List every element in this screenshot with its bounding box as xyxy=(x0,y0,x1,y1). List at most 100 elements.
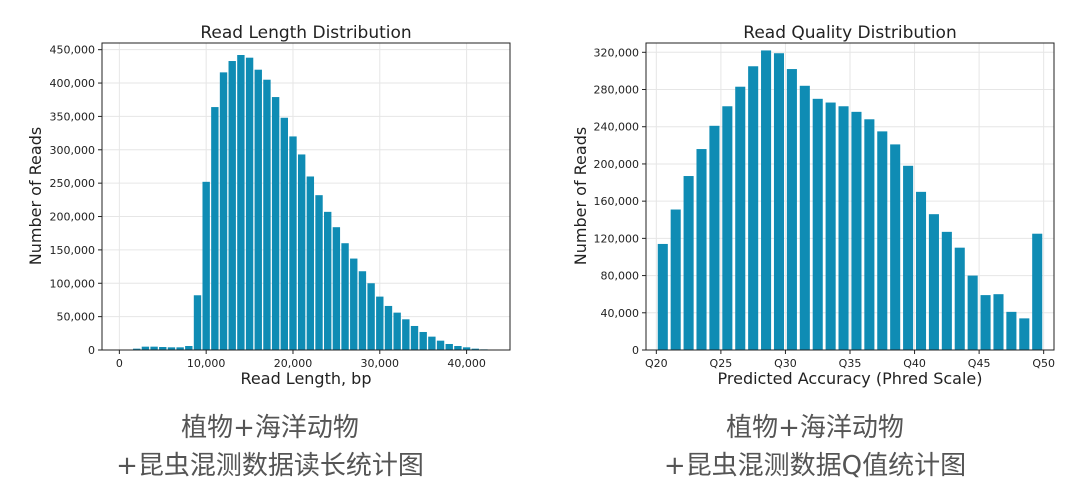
read-length-bar xyxy=(280,117,288,350)
read-quality-bar xyxy=(1006,311,1017,350)
read-length-y-ticks: 0 50,000 100,000 150,000 200,000 250,000 300,0… xyxy=(50,44,102,357)
read-quality-bar xyxy=(851,111,862,350)
read-length-bar xyxy=(228,61,236,351)
read-length-bar xyxy=(167,347,176,350)
read-quality-bar xyxy=(864,119,875,350)
read-quality-y-tick-label: 240,000 xyxy=(594,121,640,134)
read-quality-bar xyxy=(799,85,810,350)
read-length-bar xyxy=(436,340,445,350)
read-quality-bar xyxy=(748,66,759,350)
read-length-bar xyxy=(150,346,158,350)
read-quality-bars xyxy=(657,50,1043,351)
read-quality-y-tick-label: 120,000 xyxy=(594,232,640,245)
read-quality-bar xyxy=(890,144,901,350)
read-length-bar xyxy=(202,181,210,350)
read-length-x-ticks: 0 10,000 20,000 30,000 40,000 xyxy=(116,350,486,370)
read-length-y-tick-label: 300,000 xyxy=(50,144,96,157)
read-quality-bar xyxy=(1032,233,1043,350)
read-length-bar xyxy=(245,57,254,351)
read-length-bar xyxy=(237,55,245,350)
read-quality-y-tick-label: 320,000 xyxy=(594,46,640,59)
read-quality-bar xyxy=(903,165,914,350)
read-length-bar xyxy=(350,258,358,350)
read-length-bar xyxy=(367,283,375,350)
read-length-y-tick-label: 250,000 xyxy=(50,177,96,190)
read-length-chart: 0 50,000 100,000 150,000 200,000 250,000 300,0… xyxy=(26,23,511,388)
read-length-bar xyxy=(324,211,332,350)
read-length-y-axis-label: Number of Reads xyxy=(26,127,45,265)
read-length-bar xyxy=(393,312,401,350)
read-quality-bar xyxy=(967,275,978,350)
read-length-bar xyxy=(211,107,219,350)
read-length-bar xyxy=(219,72,228,351)
read-quality-bar xyxy=(877,131,888,350)
read-quality-y-tick-label: 80,000 xyxy=(601,270,640,283)
read-quality-x-tick-label: Q25 xyxy=(710,357,733,370)
read-quality-bar xyxy=(722,106,733,350)
read-length-bar xyxy=(315,195,323,350)
read-length-bar xyxy=(419,331,427,350)
read-quality-x-tick-label: Q40 xyxy=(903,357,926,370)
read-quality-bar xyxy=(709,125,720,350)
read-length-y-tick-label: 350,000 xyxy=(50,110,96,123)
read-length-bar xyxy=(462,347,471,350)
read-quality-x-tick-label: Q50 xyxy=(1032,357,1055,370)
read-length-x-tick-label: 0 xyxy=(116,357,123,370)
read-length-bar xyxy=(133,348,141,350)
read-length-bar xyxy=(332,227,341,350)
read-quality-bar xyxy=(696,149,707,350)
read-quality-bar xyxy=(786,69,797,351)
read-length-y-tick-label: 200,000 xyxy=(50,211,96,224)
read-length-bar xyxy=(358,271,367,350)
read-quality-x-ticks: Q20 Q25 Q30 Q35 Q40 Q45 Q50 xyxy=(645,350,1055,370)
read-quality-x-tick-label: Q35 xyxy=(839,357,862,370)
read-length-bar xyxy=(254,69,262,350)
read-quality-bar xyxy=(838,106,849,350)
read-quality-bar xyxy=(657,243,668,350)
read-quality-y-axis-label: Number of Reads xyxy=(571,127,590,265)
read-length-bar xyxy=(271,97,280,350)
read-quality-bar xyxy=(1019,318,1030,350)
read-quality-x-tick-label: Q45 xyxy=(968,357,991,370)
read-length-bar xyxy=(428,336,436,350)
read-length-bar xyxy=(159,347,167,350)
right-caption-line-1: 植物+海洋动物 xyxy=(726,413,904,443)
read-quality-x-axis-label: Predicted Accuracy (Phred Scale) xyxy=(718,369,983,388)
read-quality-bar xyxy=(825,102,836,350)
read-quality-chart: 0 40,000 80,000 120,000 160,000 200,000 240,00… xyxy=(571,23,1055,388)
read-length-bar xyxy=(185,346,193,350)
read-length-x-tick-label: 40,000 xyxy=(447,357,486,370)
read-quality-bar xyxy=(915,191,927,350)
read-quality-bar xyxy=(773,53,785,350)
read-length-bar xyxy=(176,347,184,350)
read-length-bar xyxy=(289,136,297,350)
read-quality-bar xyxy=(954,247,965,350)
read-length-y-tick-label: 100,000 xyxy=(50,277,96,290)
read-quality-chart-title: Read Quality Distribution xyxy=(743,23,956,43)
read-quality-y-tick-label: 280,000 xyxy=(594,84,640,97)
read-length-bar xyxy=(297,154,306,350)
read-length-bar xyxy=(341,243,349,350)
read-length-y-tick-label: 50,000 xyxy=(57,311,96,324)
read-length-bar xyxy=(384,305,393,350)
left-caption-line-1: 植物+海洋动物 xyxy=(181,413,359,443)
read-length-x-tick-label: 10,000 xyxy=(187,357,226,370)
read-length-bar xyxy=(141,346,150,350)
read-quality-bar xyxy=(683,176,694,350)
read-length-bar xyxy=(306,176,315,350)
read-length-bar xyxy=(263,79,271,351)
read-quality-bar xyxy=(993,294,1004,350)
read-length-bar xyxy=(454,346,462,350)
read-quality-x-tick-label: Q30 xyxy=(774,357,797,370)
read-quality-y-tick-label: 160,000 xyxy=(594,195,640,208)
read-length-y-tick-label: 0 xyxy=(88,344,95,357)
read-quality-bar xyxy=(670,209,681,350)
left-caption-line-2: +昆虫混测数据读长统计图 xyxy=(116,451,424,481)
read-length-bar xyxy=(193,295,202,350)
read-length-plot-frame xyxy=(101,42,511,351)
read-quality-bar xyxy=(941,231,952,350)
read-length-x-tick-label: 20,000 xyxy=(274,357,313,370)
read-length-grid xyxy=(102,43,510,351)
read-length-chart-title: Read Length Distribution xyxy=(200,23,411,43)
